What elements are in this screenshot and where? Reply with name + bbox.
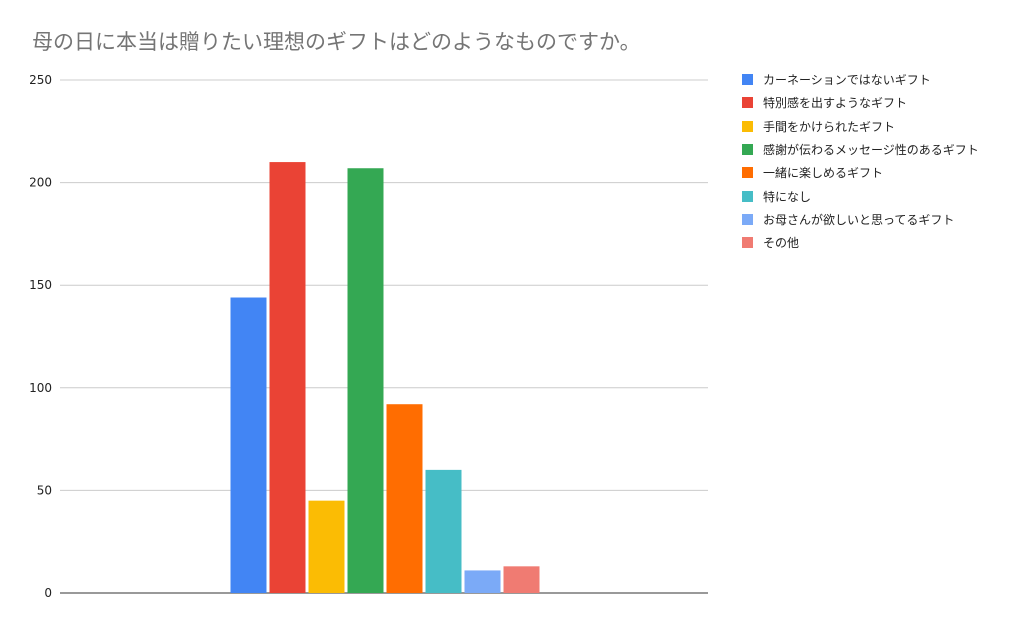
- y-tick-label: 200: [29, 176, 52, 190]
- y-tick-label: 100: [29, 381, 52, 395]
- legend-label: 特別感を出すようなギフト: [763, 96, 908, 111]
- legend-label: その他: [763, 236, 800, 251]
- legend-swatch: [742, 190, 753, 202]
- y-tick-label: 250: [29, 73, 52, 87]
- bar[interactable]: [269, 162, 306, 593]
- bar[interactable]: [347, 168, 384, 593]
- legend-item[interactable]: お母さんが欲しいと思ってるギフト: [742, 208, 979, 231]
- legend-swatch: [742, 120, 753, 132]
- legend-label: 手間をかけられたギフト: [763, 119, 896, 134]
- legend-swatch: [742, 74, 753, 86]
- y-tick-label: 150: [29, 278, 52, 292]
- bar[interactable]: [464, 570, 501, 593]
- bar[interactable]: [386, 404, 423, 593]
- legend-item[interactable]: その他: [742, 231, 979, 254]
- bar[interactable]: [230, 297, 267, 593]
- bar[interactable]: [503, 566, 540, 593]
- legend-swatch: [742, 213, 753, 225]
- legend-label: 一緒に楽しめるギフト: [763, 166, 884, 181]
- legend-item[interactable]: 手間をかけられたギフト: [742, 115, 979, 138]
- legend-item[interactable]: カーネーションではないギフト: [742, 68, 979, 91]
- legend-item[interactable]: 感謝が伝わるメッセージ性のあるギフト: [742, 138, 979, 161]
- legend-swatch: [742, 167, 753, 179]
- legend-item[interactable]: 一緒に楽しめるギフト: [742, 161, 979, 184]
- y-tick-label: 50: [37, 483, 52, 497]
- legend-item[interactable]: 特別感を出すようなギフト: [742, 91, 979, 114]
- bar[interactable]: [308, 500, 345, 593]
- legend-swatch: [742, 144, 753, 156]
- bar[interactable]: [425, 469, 462, 593]
- legend-label: 特になし: [763, 189, 812, 204]
- chart-title: 母の日に本当は贈りたい理想のギフトはどのようなものですか。: [32, 30, 641, 54]
- y-tick-label: 0: [44, 586, 52, 600]
- legend-label: 感謝が伝わるメッセージ性のあるギフト: [763, 143, 979, 158]
- legend-item[interactable]: 特になし: [742, 184, 979, 207]
- legend-label: カーネーションではないギフト: [763, 73, 931, 88]
- legend-swatch: [742, 237, 753, 249]
- legend-label: お母さんが欲しいと思ってるギフト: [763, 212, 955, 227]
- legend: カーネーションではないギフト 特別感を出すようなギフト 手間をかけられたギフト感謝が…: [742, 68, 979, 254]
- legend-swatch: [742, 97, 753, 109]
